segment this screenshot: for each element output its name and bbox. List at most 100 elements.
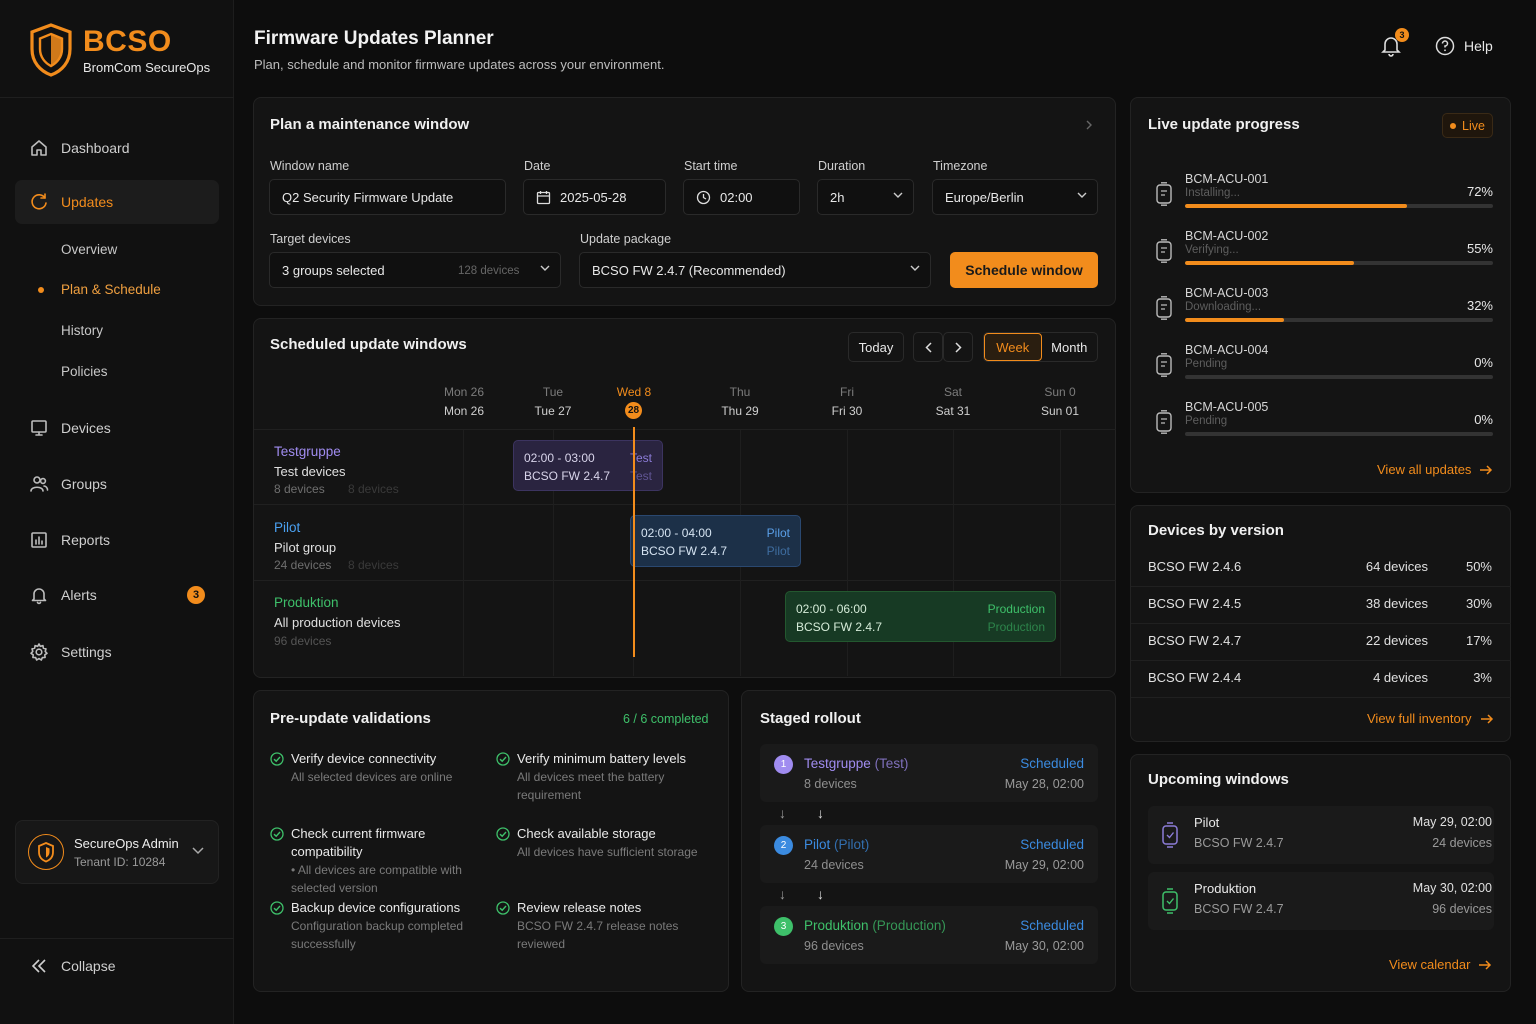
update-package-select[interactable]: BCSO FW 2.4.7 (Recommended) [579, 252, 931, 288]
prev-week-button[interactable] [913, 332, 943, 362]
version-name: BCSO FW 2.4.6 [1148, 559, 1242, 574]
grid-line [553, 430, 554, 676]
day-header-date[interactable]: Tue 27 [534, 404, 572, 418]
stage-group: Testgruppe [804, 756, 871, 771]
version-row: BCSO FW 2.4.7 22 devices 17% [1148, 633, 1492, 648]
group-name-testgruppe[interactable]: Testgruppe [274, 444, 341, 459]
device-progress-row[interactable]: BCM-ACU-004 Pending 0% [1150, 343, 1493, 393]
week-view-button[interactable]: Week [984, 333, 1042, 361]
notification-bell-icon[interactable] [1381, 35, 1401, 57]
collapse-button[interactable]: Collapse [30, 958, 115, 974]
device-progress-row[interactable]: BCM-ACU-005 Pending 0% [1150, 400, 1493, 450]
calendar-event-production[interactable]: 02:00 - 06:00 BCSO FW 2.4.7 Production Pr… [785, 591, 1056, 642]
plan-card-title: Plan a maintenance window [270, 116, 470, 133]
day-header-top: Wed 8 [616, 385, 652, 399]
event-tag: Production [987, 620, 1045, 634]
validation-desc: BCSO FW 2.4.7 release notes reviewed [517, 919, 679, 951]
day-header-date[interactable]: Mon 26 [443, 404, 485, 418]
progress-bar [1185, 204, 1493, 208]
today-button[interactable]: Today [848, 332, 904, 362]
rollout-stage[interactable]: 1 Testgruppe (Test) 8 devices Scheduled May … [760, 744, 1098, 802]
current-time-line [633, 427, 635, 657]
validation-desc: All selected devices are online [291, 770, 453, 784]
upcoming-date: May 30, 02:00 [1412, 881, 1492, 895]
window-name-input[interactable]: Q2 Security Firmware Update [269, 179, 506, 215]
day-header-top: Sun 0 [1044, 385, 1076, 399]
event-tag: Pilot [766, 544, 790, 558]
duration-select[interactable]: 2h [817, 179, 914, 215]
upcoming-item-produktion[interactable]: Produktion BCSO FW 2.4.7 May 30, 02:00 9… [1148, 872, 1494, 930]
month-view-button[interactable]: Month [1051, 339, 1088, 355]
next-week-button[interactable] [943, 332, 973, 362]
help-button[interactable]: Help [1435, 36, 1493, 56]
upcoming-count: 24 devices [1432, 836, 1492, 850]
view-all-updates-link[interactable]: View all updates [1377, 462, 1493, 477]
grid-line [1060, 430, 1061, 676]
group-name-produktion[interactable]: Produktion [274, 595, 339, 610]
day-header-date[interactable]: Sun 01 [1040, 404, 1080, 418]
target-devices-value: 3 groups selected [282, 262, 385, 278]
event-package: BCSO FW 2.4.7 [524, 469, 611, 483]
calendar-event-pilot[interactable]: 02:00 - 04:00 BCSO FW 2.4.7 Pilot Pilot [630, 515, 801, 567]
chevron-down-icon [910, 265, 920, 271]
sidebar-item-label: Settings [61, 644, 112, 660]
monitor-icon [31, 420, 47, 436]
version-row: BCSO FW 2.4.4 4 devices 3% [1148, 670, 1492, 685]
version-row: BCSO FW 2.4.6 64 devices 50% [1148, 559, 1492, 574]
sidebar-item-label: Updates [61, 194, 114, 210]
sidebar-item-settings[interactable]: Settings [15, 630, 219, 674]
subnav-overview[interactable]: Overview [61, 242, 118, 257]
sidebar-item-devices[interactable]: Devices [15, 406, 219, 450]
sidebar-item-alerts[interactable]: Alerts 3 [15, 573, 219, 617]
brand-logo[interactable]: BCSO BromCom SecureOps [28, 22, 210, 78]
view-full-inventory-link[interactable]: View full inventory [1367, 711, 1494, 726]
chevron-down-icon[interactable] [192, 847, 204, 855]
upcoming-item-pilot[interactable]: Pilot BCSO FW 2.4.7 May 29, 02:00 24 dev… [1148, 806, 1494, 864]
group-name-pilot[interactable]: Pilot [274, 520, 301, 535]
live-progress-card [1130, 97, 1511, 493]
chevron-right-icon[interactable] [1086, 120, 1092, 130]
stage-number: 2 [774, 836, 793, 855]
rollout-stage[interactable]: 3 Produktion (Production) 96 devices Schedu… [760, 906, 1098, 964]
device-percent: 0% [1474, 355, 1493, 370]
sidebar-divider [0, 97, 234, 98]
progress-bar-fill [1185, 204, 1407, 208]
chevron-down-icon [1077, 192, 1087, 198]
day-header-top: Sat [943, 385, 962, 399]
device-status: Pending [1185, 358, 1228, 370]
subnav-plan-schedule[interactable]: Plan & Schedule [61, 282, 161, 297]
view-calendar-link[interactable]: View calendar [1389, 957, 1492, 972]
validation-title: Check current firmware compatibility [291, 826, 426, 859]
target-devices-select[interactable]: 3 groups selected 128 devices [269, 252, 561, 288]
subnav-history[interactable]: History [61, 323, 104, 338]
stage-name: Produktion (Production) [804, 918, 946, 933]
schedule-window-button[interactable]: Schedule window [950, 252, 1098, 288]
start-time-input[interactable]: 02:00 [683, 179, 800, 215]
link-label: View full inventory [1367, 711, 1472, 726]
day-header-date[interactable]: Thu 29 [721, 404, 759, 418]
timezone-select[interactable]: Europe/Berlin [932, 179, 1098, 215]
sidebar-item-groups[interactable]: Groups [15, 462, 219, 506]
check-circle-icon [270, 752, 284, 766]
stage-status: Scheduled [1020, 756, 1084, 771]
device-progress-row[interactable]: BCM-ACU-002 Verifying... 55% [1150, 229, 1493, 279]
rollout-stage[interactable]: 2 Pilot (Pilot) 24 devices Scheduled May 29,… [760, 825, 1098, 883]
sidebar-item-updates[interactable]: Updates [15, 180, 219, 224]
sidebar-item-reports[interactable]: Reports [15, 518, 219, 562]
device-progress-row[interactable]: BCM-ACU-001 Installing... 72% [1150, 172, 1493, 222]
row-divider [1131, 586, 1511, 587]
device-progress-row[interactable]: BCM-ACU-003 Downloading... 32% [1150, 286, 1493, 336]
subnav-policies[interactable]: Policies [61, 364, 108, 379]
date-input[interactable]: 2025-05-28 [523, 179, 666, 215]
user-account-card[interactable]: SecureOps Admin Tenant ID: 10284 [15, 820, 219, 884]
calendar-event-test[interactable]: 02:00 - 03:00 BCSO FW 2.4.7 Test Test [513, 440, 663, 491]
day-header-date[interactable]: Sat 31 [935, 404, 971, 418]
day-header-date[interactable]: Fri 30 [831, 404, 863, 418]
timezone-label: Timezone [933, 159, 988, 173]
day-header-top: Mon 26 [443, 385, 485, 399]
date-label: Date [524, 159, 551, 173]
event-time: 02:00 - 03:00 [524, 451, 595, 465]
validation-item: Check available storage All devices have … [496, 825, 707, 861]
sidebar-item-dashboard[interactable]: Dashboard [15, 126, 219, 170]
